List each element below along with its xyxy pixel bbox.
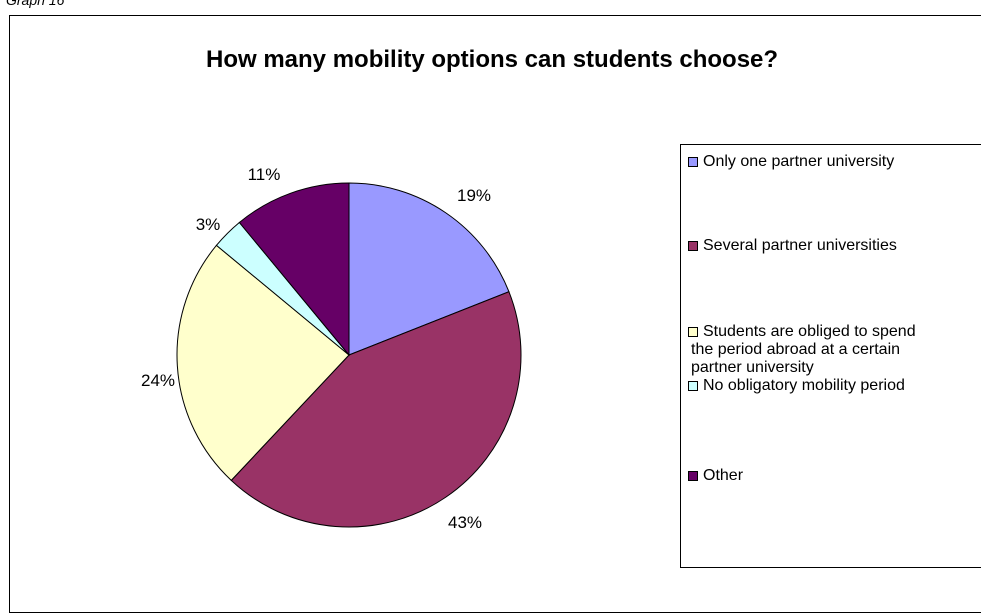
legend-label-4-line-1: No obligatory mobility period <box>703 377 905 394</box>
legend-label-2-line-1: Several partner universities <box>703 237 897 254</box>
legend-label-3-line-2: the period abroad at a certain <box>691 341 901 358</box>
legend-swatch-5 <box>688 471 698 481</box>
legend-swatch-4 <box>688 381 698 391</box>
legend-swatch-2 <box>688 241 698 251</box>
chart-title: How many mobility options can students c… <box>206 46 779 73</box>
pie-slice-5 <box>238 182 350 357</box>
legend-label-3-line-3: partner university <box>691 359 814 376</box>
slice-label-1: 19% <box>457 186 491 205</box>
pie-slice-2 <box>230 291 522 528</box>
slice-label-4: 3% <box>196 215 221 234</box>
graph-caption: Graph 16 <box>6 0 65 8</box>
slice-label-5: 11% <box>248 165 281 184</box>
legend-swatch-3 <box>688 327 698 337</box>
legend-swatch-1 <box>688 157 698 167</box>
legend-label-5-line-1: Other <box>703 467 744 484</box>
pie-slice-1 <box>348 182 510 356</box>
legend-label-1-line-1: Only one partner university <box>703 153 895 170</box>
legend-label-3-line-1: Students are obliged to spend <box>703 323 916 340</box>
pie-slice-3 <box>176 244 350 482</box>
chart-legend: Only one partner university Several partn… <box>680 144 981 568</box>
slice-label-2: 43% <box>448 513 482 532</box>
slice-label-3: 24% <box>141 371 175 390</box>
